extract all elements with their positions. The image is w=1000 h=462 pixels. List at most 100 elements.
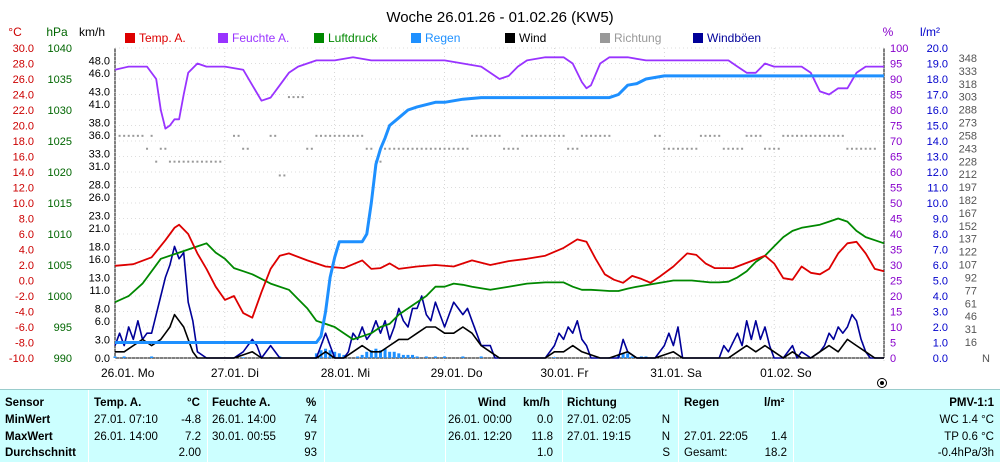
direction-point xyxy=(530,134,533,137)
wind-tick-label: 0.0 xyxy=(95,353,110,365)
temp-tick-label: 26.0 xyxy=(13,74,34,86)
wind-tick-label: 48.0 xyxy=(89,55,110,67)
wind-tick-label: 38.0 xyxy=(89,117,110,129)
direction-point xyxy=(333,134,336,137)
temp-tick-label: 16.0 xyxy=(13,152,34,164)
direction-point xyxy=(493,134,496,137)
rain-total-value: 18.2 xyxy=(764,447,787,459)
temp-tick-label: 12.0 xyxy=(13,183,34,195)
direction-point xyxy=(329,134,332,137)
direction-point xyxy=(319,134,322,137)
direction-point xyxy=(370,147,373,150)
direction-point xyxy=(219,160,222,163)
rain-hourly-bar xyxy=(374,348,378,358)
direction-point xyxy=(461,147,464,150)
rain-hourly-bar xyxy=(122,356,126,358)
rain-hourly-bar xyxy=(461,356,465,358)
temp-tick-label: 18.0 xyxy=(13,136,34,148)
direction-point xyxy=(791,134,794,137)
rain-header: Regen xyxy=(684,397,720,409)
legend-swatch-windboeen xyxy=(693,33,703,43)
direction-point xyxy=(805,134,808,137)
rain-hourly-bar xyxy=(626,353,630,358)
direction-point xyxy=(837,134,840,137)
direction-tick-label: 243 xyxy=(959,143,977,155)
temp-min-time: 27.01. 07:10 xyxy=(94,414,158,426)
pressure-tick-label: 1005 xyxy=(48,260,72,272)
wind-tick-label: 46.0 xyxy=(89,68,110,80)
wind-tick-label: 11.0 xyxy=(89,285,110,297)
legend-swatch-luftdruck xyxy=(314,33,324,43)
temp-tick-label: 28.0 xyxy=(13,59,34,71)
direction-point xyxy=(521,134,524,137)
direction-point xyxy=(599,134,602,137)
series xyxy=(113,56,885,359)
direction-point xyxy=(773,147,776,150)
humidity-tick-label: 80 xyxy=(890,105,902,117)
chart-background xyxy=(0,0,1000,389)
rain-hourly-bar xyxy=(365,351,369,358)
direction-tick-label: 16 xyxy=(965,337,977,349)
temp-axis-unit: °C xyxy=(8,25,22,39)
rain-hourly-bar xyxy=(369,350,373,358)
wind-tick-label: 26.0 xyxy=(89,192,110,204)
direction-point xyxy=(796,134,799,137)
temp-min-value: -4.8 xyxy=(181,414,201,426)
direction-point xyxy=(352,134,355,137)
temp-tick-label: 2.0 xyxy=(19,260,34,272)
direction-tick-label: 137 xyxy=(959,234,977,246)
rain-hourly-bar xyxy=(383,348,387,358)
rain-hourly-bar xyxy=(630,356,634,358)
direction-point xyxy=(864,147,867,150)
rain-tick-label: 0.0 xyxy=(933,353,948,365)
direction-tick-label: 107 xyxy=(959,260,977,272)
humidity-tick-label: 75 xyxy=(890,121,902,133)
humidity-max-value: 97 xyxy=(304,431,317,443)
pmv-header: PMV-1:1 xyxy=(949,397,994,409)
rain-tick-label: 19.0 xyxy=(927,59,948,71)
direction-point xyxy=(580,134,583,137)
direction-point xyxy=(406,147,409,150)
direction-point xyxy=(434,147,437,150)
rain-max-value: 1.4 xyxy=(771,431,787,443)
direction-point xyxy=(768,147,771,150)
direction-point xyxy=(187,160,190,163)
humidity-tick-label: 55 xyxy=(890,183,902,195)
humidity-tick-label: 35 xyxy=(890,245,902,257)
humidity-tick-label: 65 xyxy=(890,152,902,164)
record-icon[interactable] xyxy=(877,378,887,388)
legend: Temp. A. Feuchte A. Luftdruck Regen Wind Rich… xyxy=(125,31,761,45)
pressure-tick-label: 1040 xyxy=(48,43,72,55)
direction-point xyxy=(127,134,130,137)
direction-point xyxy=(420,147,423,150)
direction-point xyxy=(489,134,492,137)
direction-point xyxy=(828,134,831,137)
direction-point xyxy=(860,147,863,150)
pressure-tick-label: 1015 xyxy=(48,198,72,210)
direction-point xyxy=(677,147,680,150)
direction-point xyxy=(809,134,812,137)
panel-separator xyxy=(793,390,794,462)
rain-hourly-bar xyxy=(415,356,419,358)
temp-tick-label: 10.0 xyxy=(13,198,34,210)
direction-point xyxy=(846,147,849,150)
direction-point xyxy=(384,147,387,150)
wind-tick-label: 33.0 xyxy=(89,148,110,160)
panel-separator xyxy=(445,390,446,462)
direction-point xyxy=(342,134,345,137)
humidity-tick-label: 20 xyxy=(890,291,902,303)
direction-min-value: N xyxy=(661,414,670,426)
humidity-line xyxy=(114,56,884,130)
rain-hourly-bar xyxy=(433,356,437,358)
rain-hourly-bar xyxy=(621,353,625,358)
direction-tick-label: 228 xyxy=(959,156,977,168)
direction-tick-label: 182 xyxy=(959,195,977,207)
direction-point xyxy=(841,134,844,137)
pressure-tick-label: 990 xyxy=(54,353,72,365)
wind-tick-label: 28.0 xyxy=(89,179,110,191)
direction-point xyxy=(571,147,574,150)
direction-point xyxy=(466,147,469,150)
humidity-tick-label: 15 xyxy=(890,307,902,319)
x-axis-labels: 26.01. Mo 27.01. Di 28.01. Mi 29.01. Do 30.0… xyxy=(101,366,812,380)
wind-tick-label: 3.0 xyxy=(95,334,110,346)
